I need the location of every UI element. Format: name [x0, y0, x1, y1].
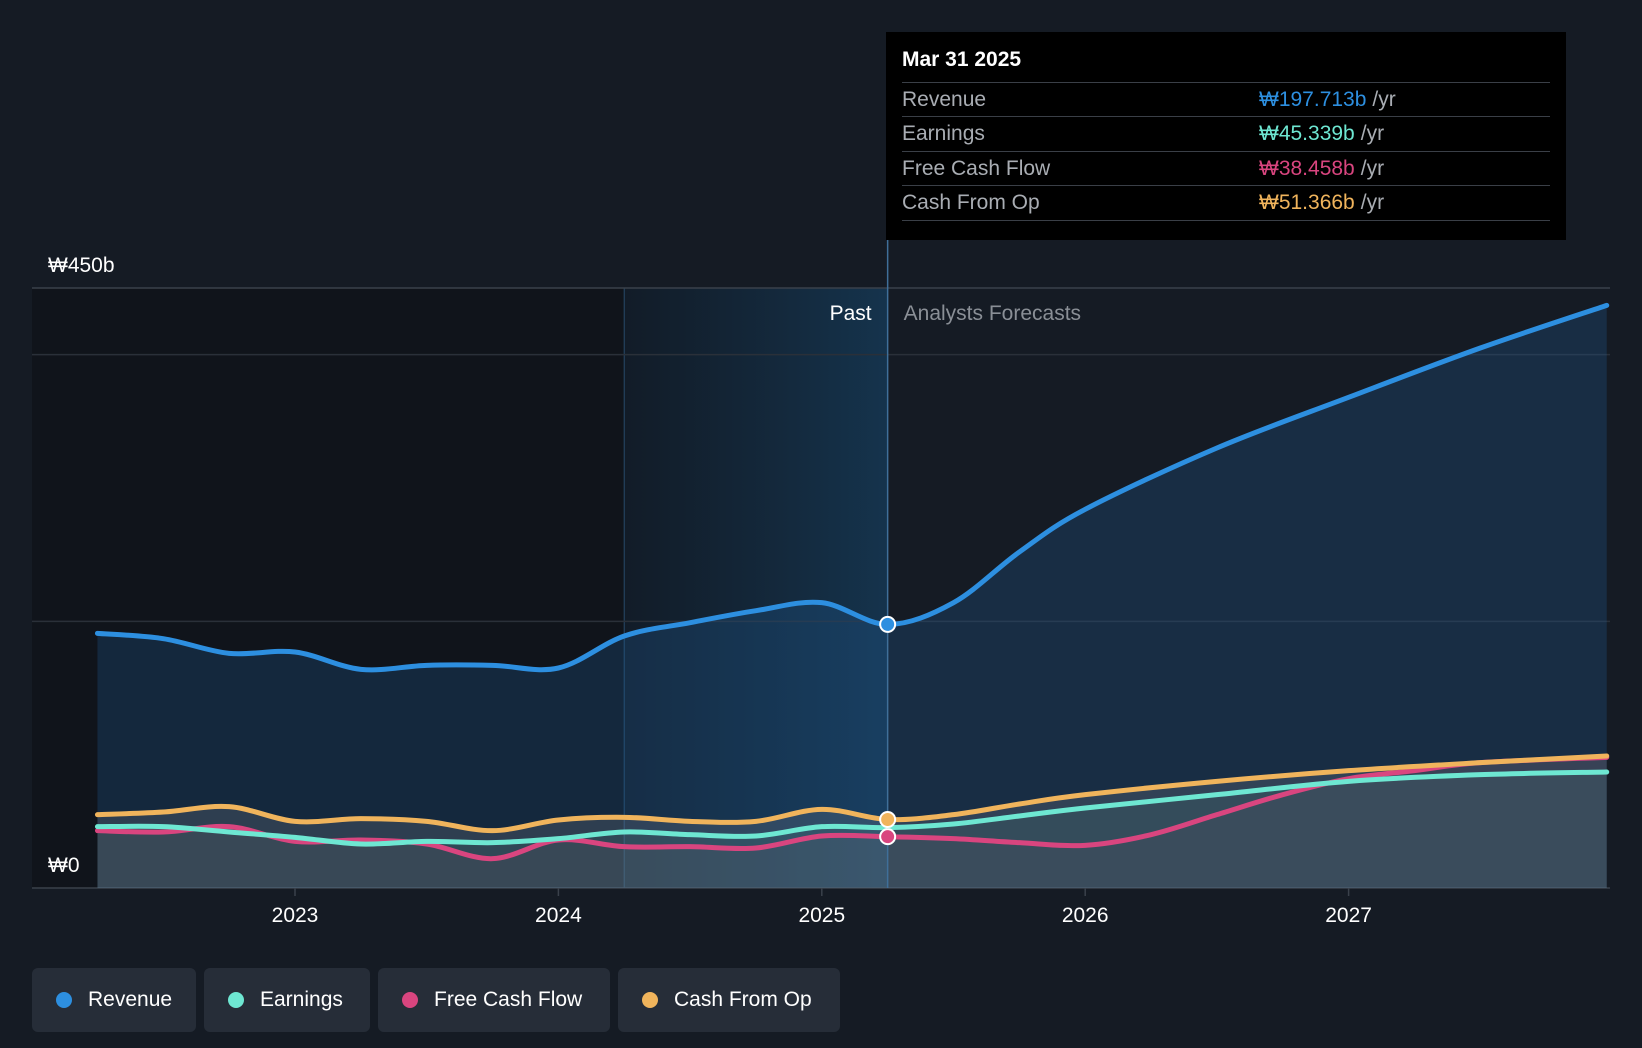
legend-label: Earnings [260, 988, 343, 1011]
tooltip-row-free-cash-flow: Free Cash Flow ₩38.458b/yr [902, 151, 1550, 186]
legend-label: Free Cash Flow [434, 988, 583, 1011]
cash-from-op-dot-icon [642, 992, 658, 1008]
free-cash-flow-dot-icon [402, 992, 418, 1008]
x-axis-ticks: 2023 2024 2025 2026 2027 [272, 888, 1372, 927]
y-axis-min-label: ₩0 [48, 854, 80, 877]
legend-item-cash-from-op[interactable]: Cash From Op [618, 968, 840, 1032]
y-axis-max-label: ₩450b [48, 254, 115, 277]
tooltip-value: ₩197.713b/yr [1259, 88, 1396, 111]
tooltip-label: Cash From Op [902, 191, 1040, 214]
marker-revenue [879, 615, 897, 633]
marker-cash-from-op [879, 810, 897, 828]
x-tick-label: 2026 [1062, 904, 1109, 927]
legend-label: Cash From Op [674, 988, 812, 1011]
series-area-free-cash-flow [97, 757, 1607, 888]
tooltip: Mar 31 2025 Revenue ₩197.713b/yr Earning… [886, 32, 1566, 240]
tooltip-row-earnings: Earnings ₩45.339b/yr [902, 116, 1550, 151]
legend-item-revenue[interactable]: Revenue [32, 968, 196, 1032]
tooltip-date: Mar 31 2025 [902, 48, 1022, 71]
tooltip-row-revenue: Revenue ₩197.713b/yr [902, 82, 1550, 117]
tooltip-label: Earnings [902, 122, 985, 145]
earnings-dot-icon [228, 992, 244, 1008]
x-tick-label: 2025 [798, 904, 845, 927]
series-line-revenue [94, 302, 1610, 673]
legend-item-free-cash-flow[interactable]: Free Cash Flow [378, 968, 610, 1032]
tooltip-label: Revenue [902, 88, 987, 111]
marker-free-cash-flow [879, 828, 897, 846]
tooltip-label: Free Cash Flow [902, 157, 1051, 180]
revenue-dot-icon [56, 992, 72, 1008]
past-label: Past [830, 302, 872, 325]
x-tick-label: 2023 [272, 904, 319, 927]
tooltip-value: ₩51.366b/yr [1259, 191, 1385, 214]
tooltip-value: ₩45.339b/yr [1259, 122, 1385, 145]
series-line-earnings [94, 769, 1610, 847]
x-tick-label: 2027 [1325, 904, 1372, 927]
series-lines [94, 302, 1610, 862]
tooltip-row-cash-from-op: Cash From Op ₩51.366b/yr [902, 185, 1550, 221]
forecast-label: Analysts Forecasts [904, 302, 1081, 325]
past-highlight-region [624, 288, 888, 888]
legend-label: Revenue [88, 988, 173, 1011]
x-tick-label: 2024 [535, 904, 582, 927]
series-area-revenue [97, 305, 1607, 888]
tooltip-value: ₩38.458b/yr [1259, 157, 1385, 180]
hover-markers [879, 615, 897, 846]
legend-item-earnings[interactable]: Earnings [204, 968, 370, 1032]
series-line-cash-from-op [94, 753, 1610, 834]
